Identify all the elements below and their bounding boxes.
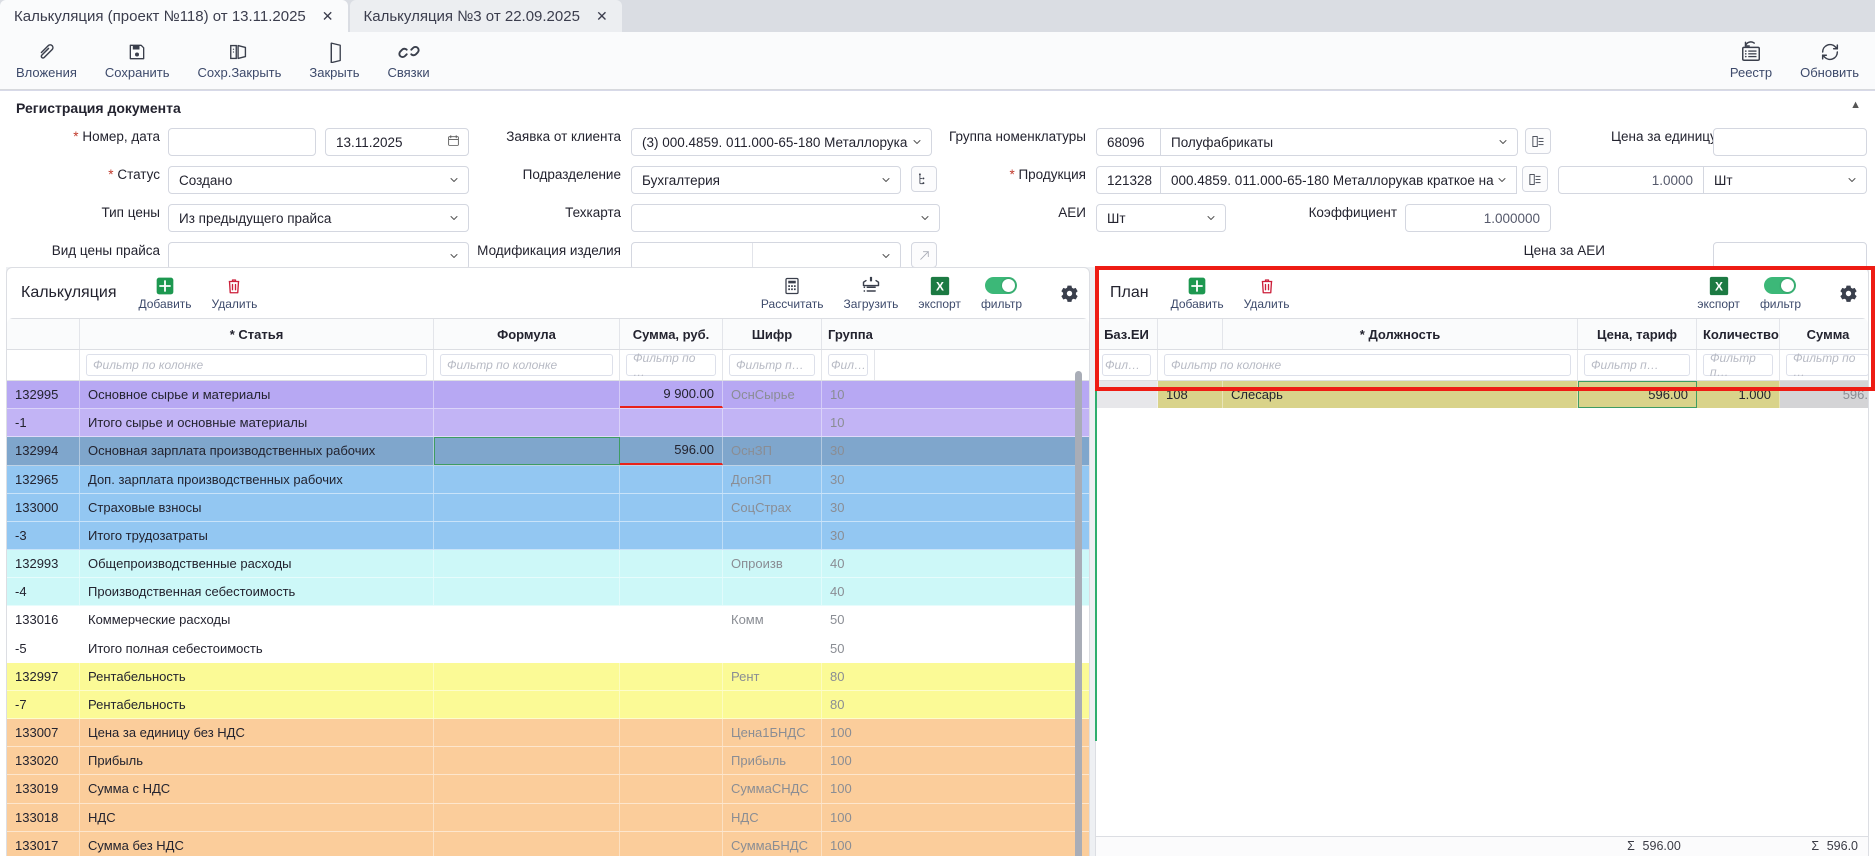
svg-text:X: X	[936, 279, 944, 293]
svg-text:X: X	[1715, 279, 1723, 293]
